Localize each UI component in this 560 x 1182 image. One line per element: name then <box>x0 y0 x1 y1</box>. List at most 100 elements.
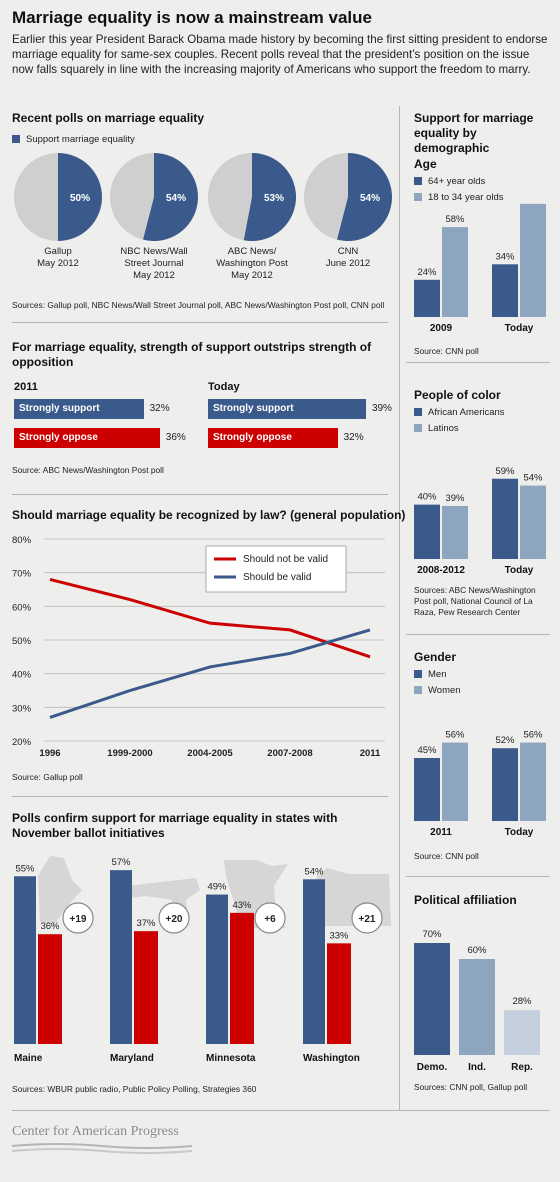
political-bar-label: 28% <box>512 996 532 1007</box>
pie-charts: 50% 54% 53% 54% <box>14 153 392 241</box>
state-oppose-bar <box>134 931 158 1044</box>
demo-bar-label: 54% <box>523 473 543 484</box>
strength-bar: Strongly support <box>14 399 144 419</box>
age-heading: Age <box>414 157 437 171</box>
pie-pollster: CNN <box>337 246 359 257</box>
law-line-chart: 20% 30% 40% 50% 60% 70% 80% 1996 1999-2000 2004-2… <box>12 535 385 759</box>
political-bar <box>414 943 450 1055</box>
divider <box>406 876 550 877</box>
political-bar-label: 70% <box>422 929 442 940</box>
y-tick-label: 70% <box>12 569 32 580</box>
gender-heading: Gender <box>414 650 457 664</box>
state-oppose-label: 37% <box>136 918 156 929</box>
states-source: Sources: WBUR public radio, Public Polic… <box>12 1084 257 1094</box>
state-diff-label: +6 <box>264 914 276 925</box>
demo-bar-label: 58% <box>445 214 465 225</box>
state-support-label: 49% <box>207 882 227 893</box>
state-name: Minnesota <box>206 1053 256 1064</box>
strength-bar: Strongly support <box>208 399 366 419</box>
demo-bar <box>492 478 518 559</box>
state-oppose-bar <box>230 912 254 1044</box>
series-line <box>49 628 371 719</box>
divider <box>406 634 550 635</box>
states-chart: 55% 36% +19 Maine 57% 37% +20 Maryland 49% 43% +6 M… <box>14 856 391 1064</box>
pie-caption: NBC News/Wall Street Journal May 2012 <box>109 246 199 282</box>
y-tick-label: 60% <box>12 602 32 613</box>
pie-pollster: ABC News/ Washington Post <box>216 246 288 269</box>
state-support-label: 54% <box>304 866 324 877</box>
strength-bar-value: 39% <box>371 403 392 414</box>
legend-swatch <box>12 135 20 143</box>
demo-bar-label: 56% <box>445 730 465 741</box>
legend-swatch <box>414 424 422 432</box>
gender-chart: 45% 56% 2011 52% 56% Today <box>414 730 546 838</box>
political-source: Sources: CNN poll, Gallup poll <box>414 1082 528 1092</box>
demo-bar <box>414 279 440 317</box>
polls-legend: Support marriage equality <box>12 134 135 146</box>
legend-label: Women <box>428 685 461 696</box>
state-diff-circle <box>62 902 94 934</box>
x-tick-label: 1999-2000 <box>107 748 152 759</box>
demo-bar <box>442 227 468 317</box>
color-source: Sources: ABC News/Washington Post poll, … <box>414 585 536 617</box>
x-tick-label: 2007-2008 <box>267 748 312 759</box>
strength-bar-value: 32% <box>343 432 364 443</box>
state-support-bar <box>206 894 228 1044</box>
legend-label: 64+ year olds <box>428 176 486 187</box>
flag-stripes-icon <box>12 1143 192 1154</box>
y-tick-label: 50% <box>12 636 32 647</box>
pie-slice <box>58 153 102 241</box>
demo-bar-label: 39% <box>445 493 465 504</box>
pie-date: June 2012 <box>325 258 371 269</box>
state-diff-circle <box>158 902 190 934</box>
state-diff-circle <box>351 902 383 934</box>
legend-label: Men <box>428 669 447 680</box>
strength-heading: For marriage equality, strength of suppo… <box>12 340 372 369</box>
age-legend: 18 to 34 year olds <box>414 192 504 204</box>
state-oppose-label: 33% <box>329 930 349 941</box>
gender-legend: Men <box>414 669 446 681</box>
state-diff-label: +21 <box>359 914 376 925</box>
x-tick-label: 2011 <box>360 748 381 759</box>
political-bar-label: 60% <box>467 945 487 956</box>
strength-bar-value: 36% <box>165 432 186 443</box>
gender-source: Source: CNN poll <box>414 851 479 861</box>
demo-category-label: 2011 <box>430 827 452 838</box>
pie-pollster: NBC News/Wall Street Journal <box>120 246 188 269</box>
state-name: Washington <box>303 1053 360 1064</box>
legend-swatch <box>414 193 422 201</box>
demo-bar <box>414 758 440 821</box>
pie-pollster: Gallup <box>44 246 72 257</box>
state-name: Maine <box>14 1053 43 1064</box>
column-divider <box>399 106 400 1110</box>
state-silhouette-icon <box>38 856 82 926</box>
divider <box>406 362 550 363</box>
demo-bar <box>492 748 518 821</box>
demo-bar-label: 40% <box>417 492 437 503</box>
demo-bar <box>414 504 440 559</box>
legend-swatch <box>414 670 422 678</box>
pie-caption: Gallup May 2012 <box>13 246 103 270</box>
intro-text: Earlier this year President Barack Obama… <box>12 33 548 76</box>
strength-bar-value: 32% <box>149 403 170 414</box>
state-diff-label: +19 <box>70 914 87 925</box>
divider <box>12 322 388 323</box>
strength-bar: Strongly oppose <box>208 428 338 448</box>
series-line <box>49 577 371 659</box>
pie-value-label: 54% <box>166 193 186 204</box>
state-support-label: 55% <box>15 863 35 874</box>
demo-category-label: 2008-2012 <box>417 565 465 576</box>
line-legend-box <box>205 545 347 593</box>
pie-date: May 2012 <box>37 258 79 269</box>
age-source: Source: CNN poll <box>414 346 479 356</box>
demo-bar-label: 52% <box>495 735 515 746</box>
political-bar <box>504 1010 540 1055</box>
demo-bar-label: 56% <box>523 730 543 741</box>
demo-bar <box>442 742 468 821</box>
demo-bar-label: 45% <box>417 745 437 756</box>
state-oppose-bar <box>38 934 62 1044</box>
pie-date: May 2012 <box>133 270 175 281</box>
pie-caption: CNN June 2012 <box>303 246 393 270</box>
state-oppose-label: 36% <box>40 921 60 932</box>
legend-swatch <box>414 408 422 416</box>
